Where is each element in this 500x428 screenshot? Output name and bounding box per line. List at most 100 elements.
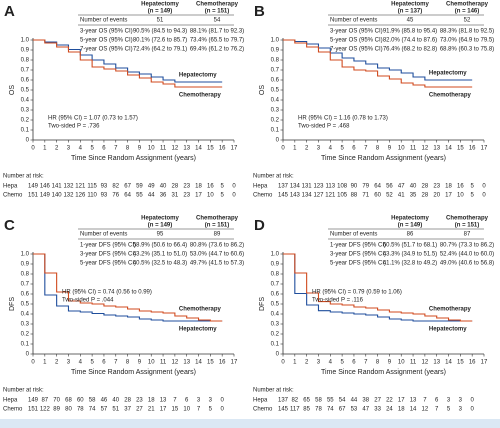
x-tick-label: 8 (126, 146, 130, 152)
table-cell: 49.7% (41.5 to 57.3) (190, 261, 244, 267)
table-header: (n = 151) (205, 9, 230, 15)
x-axis-label: Time Since Random Assignment (years) (321, 155, 446, 162)
survival-curve (33, 39, 223, 88)
risk-count: 28 (422, 193, 429, 199)
y-tick-label: 0.5 (21, 88, 30, 94)
y-tick-label: 0.7 (21, 282, 30, 288)
y-tick-label: 0.6 (271, 78, 280, 84)
risk-count: 143 (290, 193, 301, 199)
risk-count: 134 (290, 184, 301, 190)
risk-count: 122 (40, 407, 51, 413)
y-tick-label: 1.0 (271, 252, 280, 258)
y-axis-label: OS (9, 85, 16, 95)
table-cell: 87 (464, 232, 471, 238)
risk-count: 137 (278, 398, 289, 404)
annotation: HR (95% CI) = 1.07 (0.73 to 1.57) (48, 116, 138, 122)
table-row-label: Number of events (330, 232, 377, 238)
risk-count: 141 (52, 184, 63, 190)
table-header: Chemotherapy (196, 2, 239, 8)
risk-count: 85 (303, 407, 310, 413)
risk-title: Number at risk: (3, 174, 44, 180)
x-tick-label: 6 (352, 146, 356, 152)
x-tick-label: 2 (305, 360, 309, 366)
series-label: Hepatectomy (179, 327, 217, 333)
risk-row-label: Chemo (3, 407, 23, 413)
risk-count: 5 (221, 184, 225, 190)
x-tick-label: 15 (457, 360, 464, 366)
x-tick-label: 0 (31, 146, 35, 152)
table-row-label: 7-year OS (95% CI) (330, 47, 383, 53)
annotation: Two-sided P = .736 (48, 124, 100, 130)
risk-count: 110 (87, 193, 97, 199)
x-tick-label: 8 (126, 360, 130, 366)
table-header: (n = 149) (398, 223, 423, 229)
risk-count: 146 (40, 184, 51, 190)
x-tick-label: 14 (445, 360, 452, 366)
y-tick-label: 0.3 (21, 322, 30, 328)
risk-count: 121 (75, 184, 86, 190)
y-tick-label: 0.3 (271, 322, 280, 328)
risk-title: Number at risk: (3, 388, 44, 394)
risk-count: 65 (303, 398, 310, 404)
risk-count: 5 (471, 184, 475, 190)
table-row-label: 3-year OS (95% CI) (80, 29, 133, 35)
y-tick-label: 0.5 (21, 302, 30, 308)
table-cell: 58.9% (50.6 to 66.4) (133, 243, 187, 249)
survival-curve (283, 253, 473, 322)
risk-count: 17 (398, 398, 405, 404)
risk-count: 0 (232, 193, 236, 199)
series-label: Chemotherapy (429, 93, 472, 99)
risk-count: 132 (63, 193, 74, 199)
y-tick-label: 0.2 (271, 332, 280, 338)
x-tick-label: 16 (219, 360, 226, 366)
risk-count: 115 (87, 184, 97, 190)
series-label: Chemotherapy (179, 307, 222, 313)
risk-count: 55 (136, 193, 143, 199)
risk-count: 78 (315, 407, 322, 413)
x-tick-label: 4 (79, 146, 83, 152)
x-tick-label: 9 (138, 146, 142, 152)
risk-row-label: Chemo (3, 193, 23, 199)
x-tick-label: 16 (469, 146, 476, 152)
risk-count: 5 (471, 193, 475, 199)
table-cell: 43.3% (34.9 to 51.5) (383, 252, 437, 258)
table-header: Hepatectomy (391, 2, 429, 8)
y-tick-label: 0.4 (21, 98, 30, 104)
table-header: Chemotherapy (446, 216, 489, 222)
table-cell: 53.0% (44.7 to 60.6) (190, 252, 244, 258)
x-tick-label: 1 (293, 360, 297, 366)
risk-count: 51 (112, 407, 119, 413)
table-row-label: 3-year DFS (95% CI) (80, 252, 136, 258)
risk-count: 6 (185, 398, 189, 404)
risk-count: 23 (183, 193, 190, 199)
risk-title: Number at risk: (253, 388, 294, 394)
table-cell: 76.4% (68.2 to 82.8) (383, 47, 437, 53)
x-tick-label: 11 (160, 146, 167, 152)
table-header: (n = 149) (148, 223, 173, 229)
y-tick-label: 1.0 (271, 38, 280, 44)
table-cell: 60.5% (51.7 to 68.1) (383, 243, 437, 249)
x-tick-label: 1 (43, 146, 47, 152)
x-tick-label: 7 (114, 360, 118, 366)
x-tick-label: 4 (329, 146, 333, 152)
risk-count: 6 (435, 398, 439, 404)
x-tick-label: 13 (183, 146, 190, 152)
table-cell: 45 (407, 18, 414, 24)
table-row-label: 7-year OS (95% CI) (80, 47, 133, 53)
x-tick-label: 2 (55, 146, 59, 152)
table-header: Chemotherapy (446, 2, 489, 8)
risk-count: 38 (362, 398, 369, 404)
risk-count: 23 (136, 398, 143, 404)
table-row-label: 5-year DFS (95% CI) (80, 261, 136, 267)
risk-row-label: Chemo (253, 193, 273, 199)
risk-count: 44 (351, 398, 358, 404)
x-tick-label: 3 (67, 360, 71, 366)
survival-curve (33, 253, 223, 322)
risk-count: 18 (195, 184, 202, 190)
footer-band (0, 419, 500, 428)
risk-count: 82 (291, 398, 298, 404)
table-cell: 54 (214, 18, 221, 24)
x-tick-label: 5 (340, 146, 344, 152)
risk-count: 44 (148, 193, 155, 199)
